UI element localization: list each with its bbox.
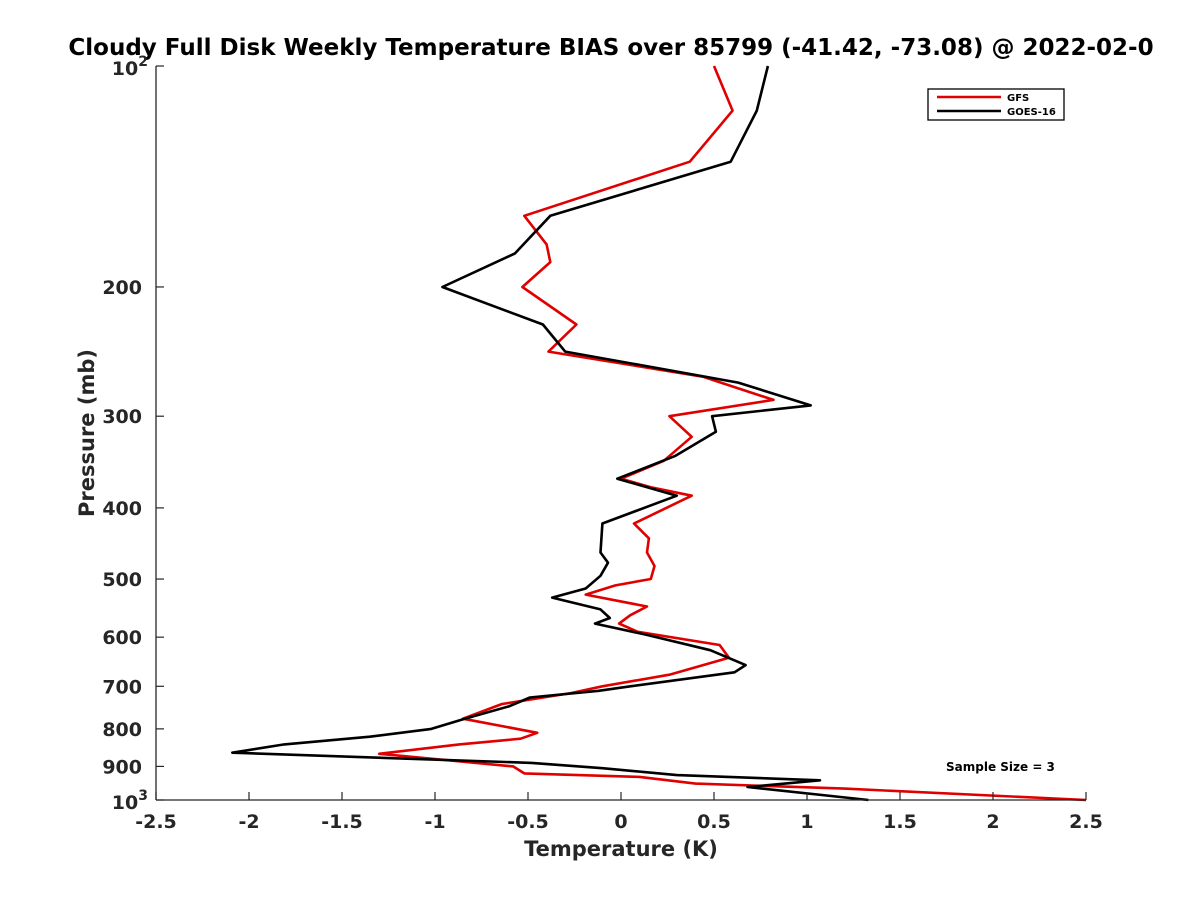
x-tick-label: 0 xyxy=(614,811,627,833)
series-line-goes-16 xyxy=(231,65,869,802)
x-tick-label: 0.5 xyxy=(697,811,731,833)
y-tick-label: 103 xyxy=(112,788,148,814)
y-tick-label: 600 xyxy=(102,627,142,649)
x-tick-label: -2 xyxy=(238,811,259,833)
y-tick-label: 102 xyxy=(112,54,148,80)
y-tick-label: 700 xyxy=(102,676,142,698)
y-axis-label: Pressure (mb) xyxy=(75,349,99,517)
x-tick-label: -1 xyxy=(424,811,445,833)
x-tick-label: 2 xyxy=(986,811,999,833)
sample-size-annotation: Sample Size = 3 xyxy=(946,760,1055,774)
y-tick-label: 900 xyxy=(102,756,142,778)
y-tick-label: 800 xyxy=(102,719,142,741)
x-tick-label: 1 xyxy=(800,811,813,833)
y-tick-label: 300 xyxy=(102,406,142,428)
y-tick-label: 500 xyxy=(102,569,142,591)
series-line-gfs xyxy=(377,65,1087,802)
x-axis-label: Temperature (K) xyxy=(524,837,718,861)
y-tick-exponent: 3 xyxy=(138,788,148,804)
x-tick-label: -0.5 xyxy=(507,811,549,833)
plot-lines xyxy=(231,65,1087,802)
x-tick-label: -2.5 xyxy=(135,811,177,833)
y-tick-base: 10 xyxy=(112,792,138,814)
chart-title: Cloudy Full Disk Weekly Temperature BIAS… xyxy=(68,35,1153,61)
y-tick-exponent: 2 xyxy=(138,54,148,70)
x-tick-label: 2.5 xyxy=(1069,811,1103,833)
y-tick-base: 10 xyxy=(112,58,138,80)
legend-box xyxy=(927,88,1065,121)
legend-label-gfs: GFS xyxy=(1007,93,1029,104)
legend: GFS GOES-16 xyxy=(927,88,1065,121)
y-tick-label: 400 xyxy=(102,498,142,520)
x-tick-label: 1.5 xyxy=(883,811,917,833)
y-tick-label: 200 xyxy=(102,277,142,299)
x-ticks: -2.5 -2 -1.5 -1 -0.5 0 0.5 1 1.5 2 2.5 xyxy=(135,792,1103,833)
legend-label-goes16: GOES-16 xyxy=(1007,107,1056,118)
x-tick-label: -1.5 xyxy=(321,811,363,833)
